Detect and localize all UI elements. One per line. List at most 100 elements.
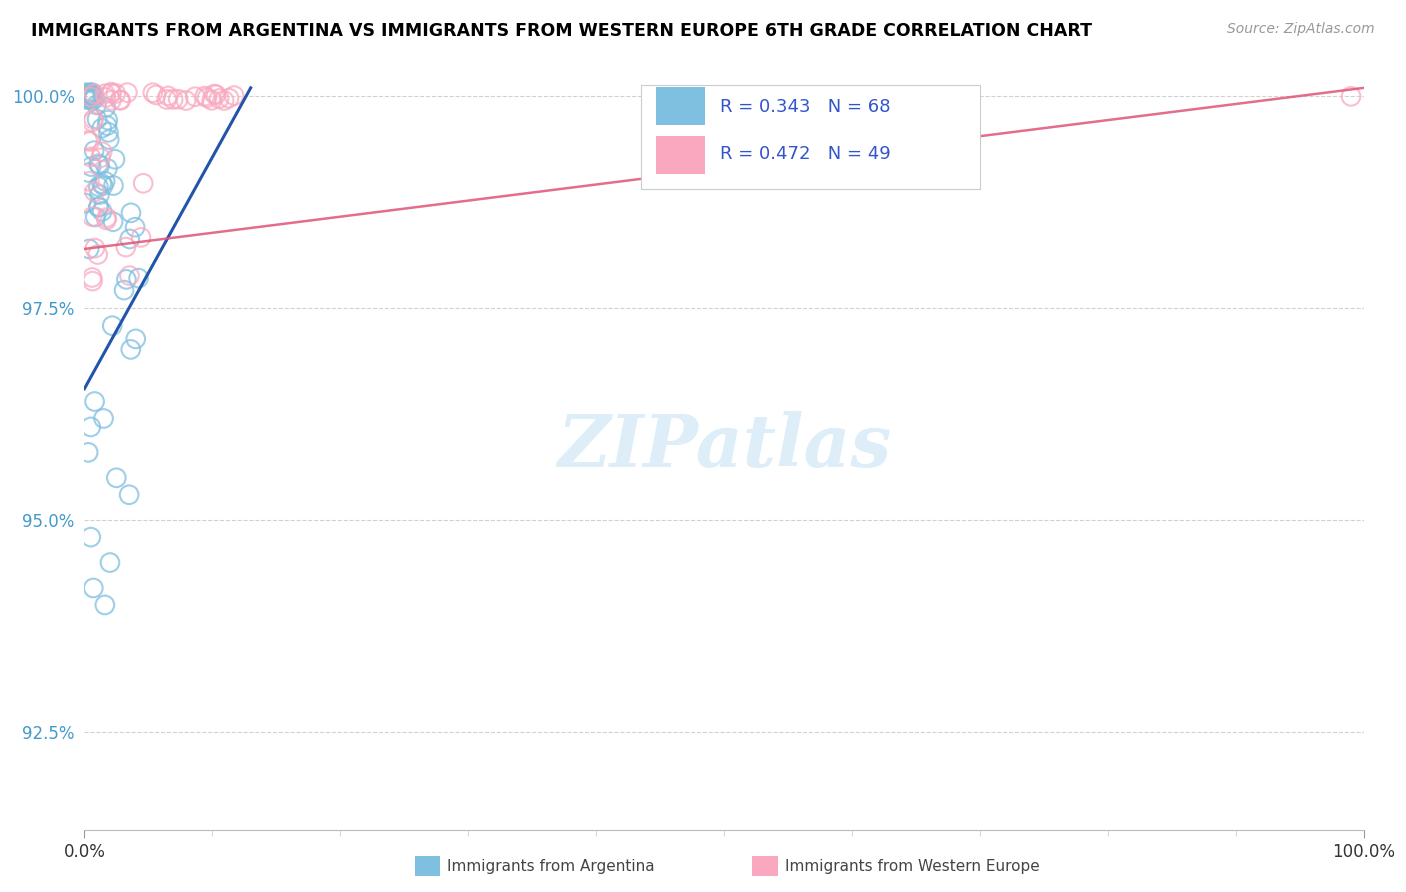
Point [75, 89, 97, 103]
Point [82, 89, 104, 103]
Point [83, 394, 105, 409]
Point [79, 86, 101, 100]
Point [79, 135, 101, 149]
Point [103, 178, 125, 193]
Point [82, 115, 104, 129]
Point [79, 89, 101, 103]
Point [94, 87, 117, 101]
Point [94, 100, 117, 114]
Point [105, 471, 128, 485]
Bar [657, 87, 704, 126]
Point [120, 343, 142, 357]
Point [104, 87, 127, 101]
Point [75, 86, 97, 100]
Point [162, 92, 184, 106]
Point [97, 125, 120, 139]
Point [96, 161, 118, 176]
Point [212, 94, 235, 108]
Point [87, 179, 110, 194]
Point [202, 87, 225, 101]
Point [79, 87, 101, 101]
Point [76, 89, 98, 103]
Point [118, 488, 141, 502]
Point [174, 94, 197, 108]
Point [89, 187, 111, 202]
Point [83, 144, 105, 158]
Point [90, 121, 112, 136]
Text: Immigrants from Western Europe: Immigrants from Western Europe [785, 859, 1039, 873]
Point [108, 93, 131, 107]
Point [128, 271, 150, 285]
Point [79, 150, 101, 164]
Point [167, 92, 190, 106]
Point [89, 151, 111, 165]
Point [117, 86, 139, 100]
Text: R = 0.343   N = 68: R = 0.343 N = 68 [720, 98, 891, 116]
Point [96, 119, 118, 133]
Point [86, 112, 108, 127]
Bar [641, 86, 980, 189]
Point [101, 215, 124, 229]
Point [104, 153, 127, 167]
Point [201, 93, 224, 107]
Text: Immigrants from Argentina: Immigrants from Argentina [447, 859, 655, 873]
Point [100, 87, 122, 101]
Point [76, 90, 98, 104]
Point [80, 87, 103, 102]
Point [100, 94, 122, 108]
Point [129, 230, 152, 244]
Point [91, 204, 114, 219]
Point [115, 272, 138, 286]
Point [76, 90, 98, 104]
Point [77, 242, 100, 256]
Point [195, 91, 218, 105]
Text: Source: ZipAtlas.com: Source: ZipAtlas.com [1227, 22, 1375, 37]
Point [83, 92, 105, 106]
Point [77, 92, 100, 106]
Text: IMMIGRANTS FROM ARGENTINA VS IMMIGRANTS FROM WESTERN EUROPE 6TH GRADE CORRELATIO: IMMIGRANTS FROM ARGENTINA VS IMMIGRANTS … [31, 22, 1092, 40]
Point [77, 88, 100, 103]
Point [89, 158, 111, 172]
Point [80, 530, 103, 544]
Point [82, 270, 104, 285]
Point [142, 86, 165, 100]
Point [83, 112, 105, 127]
Point [118, 268, 141, 283]
Point [83, 89, 105, 103]
Point [97, 113, 120, 128]
Point [94, 598, 117, 612]
Point [80, 86, 103, 100]
Point [83, 241, 105, 255]
Point [98, 132, 121, 146]
Point [91, 178, 114, 193]
Point [98, 556, 121, 570]
Point [86, 247, 108, 261]
Point [87, 200, 110, 214]
Point [83, 185, 105, 199]
Point [208, 91, 231, 105]
Point [75, 92, 97, 106]
Point [112, 283, 135, 297]
Point [82, 274, 104, 288]
Point [205, 87, 228, 102]
Text: ZIPatlas: ZIPatlas [557, 410, 891, 482]
Point [184, 89, 207, 103]
Text: R = 0.472   N = 49: R = 0.472 N = 49 [720, 145, 891, 163]
Point [84, 210, 107, 224]
Point [1340, 89, 1362, 103]
Point [157, 89, 180, 103]
Point [118, 232, 141, 246]
Point [100, 85, 122, 99]
Point [83, 87, 105, 101]
Point [91, 145, 114, 159]
Point [82, 581, 104, 595]
Point [218, 91, 240, 105]
Point [79, 174, 101, 188]
Point [82, 210, 104, 224]
Point [124, 220, 146, 235]
Point [86, 98, 108, 112]
Point [194, 89, 217, 103]
Point [77, 165, 100, 179]
Point [96, 213, 118, 227]
Point [79, 87, 101, 102]
